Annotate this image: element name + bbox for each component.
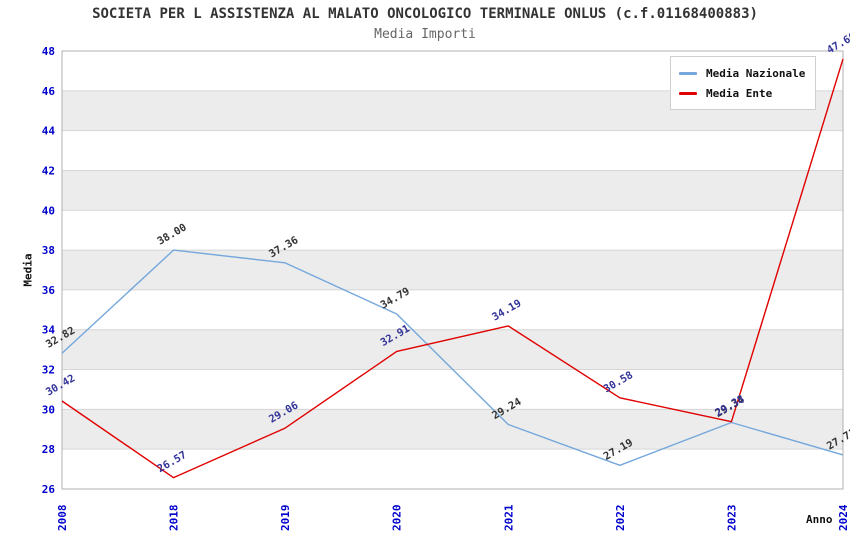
plot-band: [62, 250, 843, 290]
plot-band: [62, 170, 843, 211]
series-line-1: [61, 58, 844, 479]
legend-item-media-nazionale: Media Nazionale: [679, 63, 805, 83]
plot-border: [61, 50, 844, 490]
point-label: 47.60: [825, 30, 850, 56]
legend: Media Nazionale Media Ente: [670, 56, 817, 110]
x-tick-label: 2024: [837, 504, 850, 531]
y-tick-label: 26: [42, 483, 56, 496]
y-tick-label: 44: [42, 125, 56, 138]
legend-item-media-ente: Media Ente: [679, 83, 805, 103]
x-tick-label: 2018: [168, 505, 181, 532]
y-tick-label: 30: [42, 403, 55, 416]
x-tick-label: 2008: [56, 505, 69, 532]
legend-label-ente: Media Ente: [706, 86, 773, 100]
point-label: 26.57: [155, 449, 188, 475]
chart-subtitle: Media Importi: [374, 27, 476, 42]
x-tick-label: 2022: [614, 505, 627, 532]
point-label: 30.58: [602, 369, 635, 395]
legend-label-nazionale: Media Nazionale: [706, 66, 806, 80]
y-tick-label: 42: [42, 164, 55, 177]
y-tick-label: 28: [42, 443, 55, 456]
y-tick-label: 38: [42, 244, 55, 257]
y-tick-label: 36: [42, 284, 56, 297]
x-tick-label: 2021: [502, 504, 515, 531]
plot-band: [62, 329, 843, 370]
point-label: 38.00: [155, 221, 188, 247]
legend-swatch-ente-icon: [679, 91, 697, 95]
legend-swatch-nazionale-icon: [679, 71, 697, 75]
chart-title: SOCIETA PER L ASSISTENZA AL MALATO ONCOL…: [92, 6, 758, 22]
x-axis-label: Anno: [806, 513, 833, 526]
x-tick-label: 2020: [391, 505, 404, 532]
x-tick-label: 2019: [279, 505, 292, 532]
point-label: 34.19: [490, 297, 523, 323]
y-tick-label: 40: [42, 204, 55, 217]
y-tick-label: 46: [42, 85, 56, 98]
y-tick-label: 32: [42, 364, 55, 377]
y-tick-label: 48: [42, 45, 55, 58]
x-tick-label: 2023: [725, 505, 738, 532]
series-line-0: [61, 249, 844, 467]
y-tick-label: 34: [42, 324, 56, 337]
